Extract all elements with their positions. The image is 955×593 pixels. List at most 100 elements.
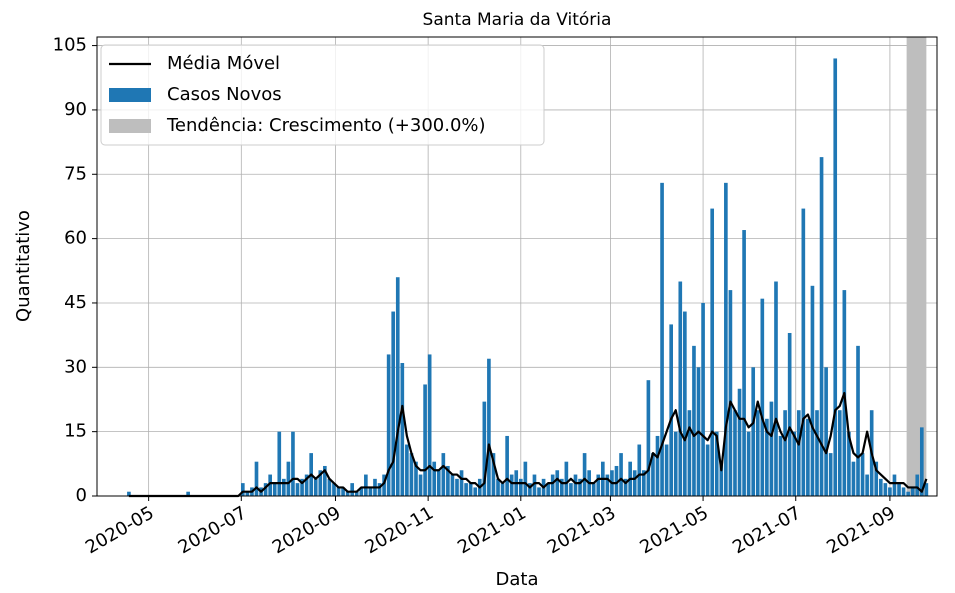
legend-swatch (109, 88, 151, 102)
bar (455, 478, 459, 496)
x-tick-label: 2021-03 (544, 502, 620, 558)
bar (865, 474, 869, 496)
bar (733, 410, 737, 496)
y-tick-label: 45 (64, 292, 87, 313)
bar (660, 182, 664, 496)
bar (906, 491, 910, 496)
bar (341, 487, 345, 496)
bar (637, 444, 642, 496)
bar (673, 431, 678, 496)
x-tick-label: 2021-09 (823, 502, 899, 558)
bar (710, 208, 715, 496)
bar (414, 461, 418, 496)
bar (432, 461, 437, 496)
bar (409, 453, 414, 496)
bar (910, 487, 915, 496)
legend-label: Média Móvel (167, 53, 280, 74)
bar (304, 474, 309, 496)
bar (714, 431, 719, 496)
bar (350, 483, 355, 496)
bar (856, 345, 860, 496)
bar (924, 483, 929, 496)
bar (263, 483, 268, 496)
bar (746, 431, 751, 496)
bar (559, 478, 564, 496)
y-tick-label: 90 (64, 99, 87, 120)
y-tick-label: 0 (76, 485, 87, 506)
bar (368, 487, 373, 496)
bar (291, 431, 295, 496)
y-tick-label: 60 (64, 228, 87, 249)
bar (272, 483, 277, 496)
x-tick-label: 2020-05 (82, 502, 158, 558)
bar (614, 465, 619, 496)
bar (669, 324, 673, 496)
bar (765, 418, 769, 496)
bar (318, 470, 323, 496)
bar (332, 483, 336, 496)
bar (336, 487, 341, 496)
bar (400, 363, 405, 496)
bar (564, 461, 569, 496)
bar (646, 380, 651, 496)
bar (427, 354, 432, 496)
moving-average-line (128, 391, 928, 498)
bar (596, 474, 601, 496)
bar (537, 487, 541, 496)
bar (878, 478, 883, 496)
x-axis-label: Data (496, 569, 539, 590)
bar (546, 483, 550, 496)
bar (482, 401, 487, 496)
bar (755, 410, 760, 496)
bar (796, 410, 801, 496)
plot-frame (96, 36, 938, 497)
bar (550, 474, 555, 496)
bar (883, 483, 888, 496)
bar (642, 470, 646, 496)
y-tick-label: 105 (53, 35, 87, 56)
bar (569, 483, 573, 496)
x-tick-label: 2021-01 (454, 502, 530, 558)
bar (701, 302, 705, 496)
bar (578, 478, 582, 496)
bar (847, 431, 851, 496)
bar (395, 277, 400, 496)
bar (295, 483, 300, 496)
bar (491, 453, 496, 496)
bar (605, 474, 610, 496)
chart-title: Santa Maria da Vitória (423, 10, 612, 30)
bar (245, 491, 250, 496)
x-tick-label: 2021-07 (729, 502, 805, 558)
bar (901, 487, 906, 496)
bar (874, 461, 879, 496)
bar (446, 465, 450, 496)
bar (851, 461, 856, 496)
bar (651, 453, 655, 496)
trend-span (906, 37, 927, 496)
bar (405, 444, 409, 496)
bar (810, 285, 815, 496)
bar (468, 483, 473, 496)
bar (450, 474, 455, 496)
legend-label: Tendência: Crescimento (+300.0%) (166, 115, 486, 136)
bar (345, 491, 350, 496)
bar (441, 453, 446, 496)
bar (915, 474, 920, 496)
bar (806, 418, 810, 496)
legend-box (100, 44, 545, 146)
bar (860, 453, 865, 496)
bar (277, 431, 282, 496)
bar (591, 483, 596, 496)
bar (300, 478, 304, 496)
x-tick-label: 2020-09 (269, 502, 345, 558)
bar (555, 470, 560, 496)
bar (724, 182, 728, 496)
bar (241, 483, 245, 496)
bar (892, 474, 897, 496)
bar (382, 474, 386, 496)
bar (359, 487, 364, 496)
bar (418, 474, 423, 496)
bar (473, 487, 478, 496)
bar (459, 470, 464, 496)
bar (464, 483, 468, 496)
